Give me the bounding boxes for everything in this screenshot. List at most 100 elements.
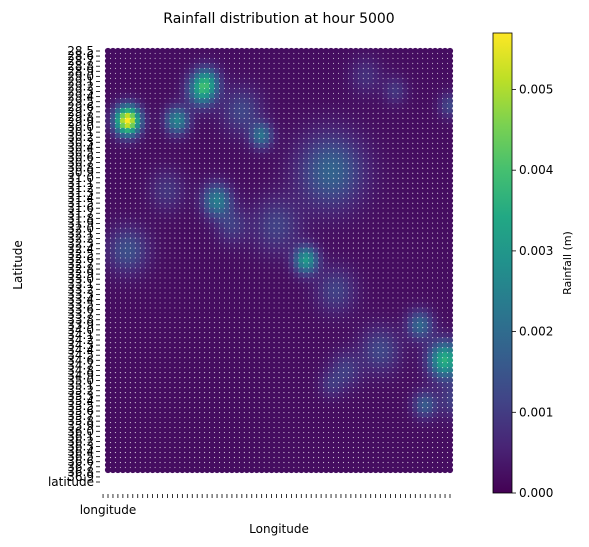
- rainfall-point: [446, 47, 454, 55]
- rainfall-point: [129, 132, 136, 139]
- rainfall-point: [318, 77, 325, 85]
- rainfall-point: [392, 137, 399, 144]
- rainfall-point: [422, 102, 429, 109]
- rainfall-point: [174, 152, 181, 159]
- rainfall-point: [213, 147, 221, 154]
- rainfall-point: [258, 102, 265, 109]
- rainfall-point: [248, 92, 255, 99]
- rainfall-point: [347, 147, 354, 154]
- rainfall-point: [213, 72, 221, 80]
- rainfall-point: [337, 142, 345, 149]
- rainfall-point: [298, 67, 305, 75]
- rainfall-point: [218, 142, 226, 149]
- rainfall-point: [347, 87, 354, 94]
- rainfall-point: [248, 117, 255, 124]
- rainfall-point: [164, 137, 171, 144]
- rainfall-point: [139, 107, 146, 114]
- rainfall-point: [223, 132, 231, 139]
- rainfall-point: [154, 137, 161, 144]
- rainfall-point: [392, 47, 399, 55]
- rainfall-point: [109, 52, 117, 60]
- rainfall-point: [253, 57, 260, 65]
- rainfall-point: [179, 87, 186, 94]
- rainfall-point: [337, 112, 345, 119]
- rainfall-point: [164, 152, 171, 159]
- rainfall-point: [159, 82, 166, 90]
- rainfall-point: [194, 87, 201, 94]
- rainfall-point: [362, 142, 369, 149]
- rainfall-point: [223, 67, 231, 75]
- rainfall-point: [337, 82, 345, 90]
- rainfall-point: [372, 72, 379, 80]
- rainfall-point: [174, 57, 181, 65]
- rainfall-point: [169, 72, 176, 80]
- rainfall-point: [204, 122, 211, 129]
- rainfall-point: [332, 117, 340, 124]
- rainfall-point: [179, 147, 186, 154]
- rainfall-point: [134, 122, 141, 129]
- rainfall-point: [119, 147, 126, 154]
- rainfall-point: [362, 82, 369, 90]
- rainfall-point: [332, 137, 340, 144]
- rainfall-point: [159, 112, 166, 119]
- rainfall-point: [397, 117, 404, 124]
- rainfall-point: [149, 122, 156, 129]
- rainfall-point: [283, 147, 290, 154]
- rainfall-point: [441, 87, 449, 94]
- rainfall-point: [342, 97, 350, 104]
- rainfall-point: [402, 122, 409, 129]
- rainfall-point: [258, 52, 265, 60]
- rainfall-point: [327, 137, 335, 144]
- rainfall-point: [114, 132, 122, 139]
- rainfall-point: [357, 67, 364, 75]
- rainfall-point: [382, 142, 389, 149]
- rainfall-point: [397, 52, 404, 60]
- rainfall-point: [332, 52, 340, 60]
- rainfall-point: [208, 132, 216, 139]
- rainfall-point: [397, 77, 404, 85]
- rainfall-point: [352, 117, 359, 124]
- rainfall-point: [412, 52, 419, 60]
- rainfall-point: [243, 47, 250, 55]
- rainfall-point: [134, 102, 141, 109]
- rainfall-point: [422, 107, 429, 114]
- rainfall-point: [189, 122, 196, 129]
- rainfall-point: [144, 147, 151, 154]
- rainfall-point: [392, 107, 399, 114]
- rainfall-point: [417, 127, 424, 134]
- rainfall-point: [303, 137, 310, 144]
- rainfall-point: [283, 67, 290, 75]
- rainfall-point: [104, 62, 112, 70]
- rainfall-point: [233, 67, 240, 75]
- rainfall-point: [293, 57, 300, 65]
- rainfall-point: [119, 122, 126, 129]
- rainfall-point: [213, 92, 221, 99]
- rainfall-point: [382, 82, 389, 90]
- rainfall-point: [342, 47, 350, 55]
- rainfall-point: [298, 142, 305, 149]
- rainfall-point: [228, 137, 236, 144]
- rainfall-point: [362, 77, 369, 85]
- rainfall-point: [446, 122, 454, 129]
- rainfall-point: [169, 87, 176, 94]
- rainfall-point: [144, 52, 151, 60]
- rainfall-point: [124, 107, 131, 114]
- rainfall-point: [233, 132, 240, 139]
- rainfall-point: [174, 112, 181, 119]
- rainfall-point: [308, 132, 315, 139]
- rainfall-point: [337, 87, 345, 94]
- rainfall-point: [293, 87, 300, 94]
- rainfall-point: [253, 112, 260, 119]
- rainfall-point: [298, 147, 305, 154]
- rainfall-point: [223, 62, 231, 70]
- rainfall-point: [347, 97, 354, 104]
- rainfall-point: [441, 57, 449, 65]
- rainfall-point: [367, 52, 374, 60]
- rainfall-point: [134, 107, 141, 114]
- rainfall-point: [174, 107, 181, 114]
- rainfall-point: [208, 127, 216, 134]
- rainfall-point: [104, 87, 112, 94]
- rainfall-point: [204, 62, 211, 70]
- rainfall-point: [213, 122, 221, 129]
- rainfall-point: [392, 62, 399, 70]
